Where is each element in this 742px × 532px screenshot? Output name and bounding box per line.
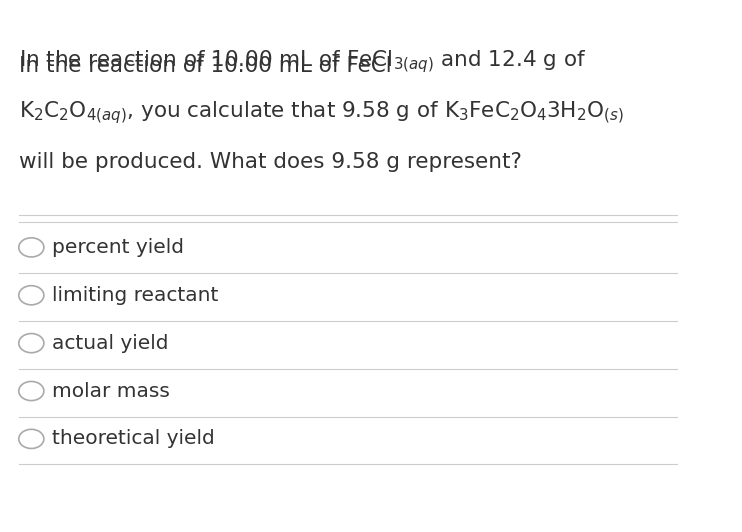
Text: percent yield: percent yield — [52, 238, 184, 257]
Text: theoretical yield: theoretical yield — [52, 429, 215, 448]
Text: will be produced. What does 9.58 g represent?: will be produced. What does 9.58 g repre… — [19, 152, 522, 172]
Text: actual yield: actual yield — [52, 334, 168, 353]
Text: K$_2$C$_2$O$_{4(aq)}$, you calculate that 9.58 g of K$_3$FeC$_2$O$_4$3H$_2$O$_{(: K$_2$C$_2$O$_{4(aq)}$, you calculate tha… — [19, 99, 624, 126]
Text: In the reaction of 10.00 mL of FeCl: In the reaction of 10.00 mL of FeCl — [19, 56, 392, 77]
Text: limiting reactant: limiting reactant — [52, 286, 219, 305]
Text: molar mass: molar mass — [52, 381, 170, 401]
Text: In the reaction of 10.00 mL of FeCl$_{3(aq)}$ and 12.4 g of: In the reaction of 10.00 mL of FeCl$_{3(… — [19, 48, 587, 75]
